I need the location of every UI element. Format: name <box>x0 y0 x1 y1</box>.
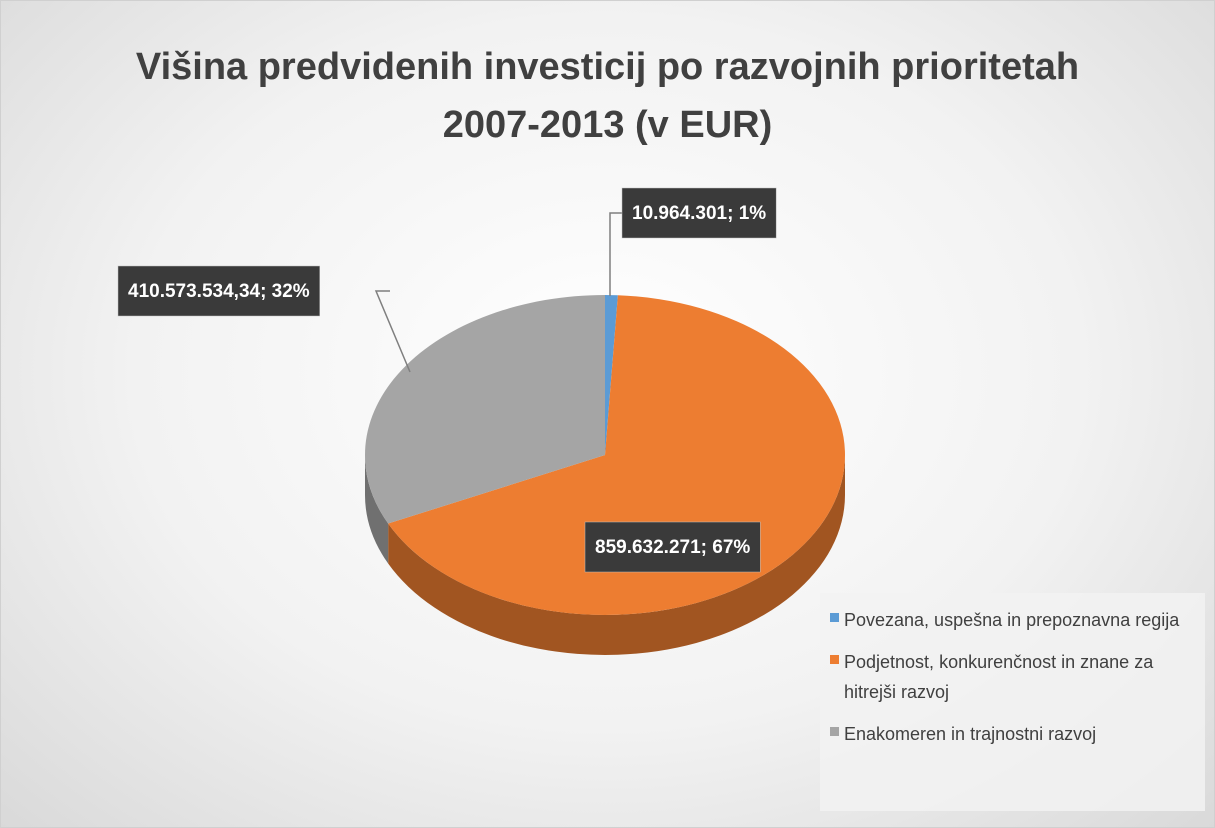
legend-label: Enakomeren in trajnostni razvoj <box>844 724 1097 744</box>
slice <box>364 295 605 524</box>
data-label-box <box>621 187 777 239</box>
legend-entry: Podjetnost, konkurenčnost in znane za hi… <box>830 647 1195 707</box>
data-label-box <box>584 521 761 573</box>
data-label: 410.573.534,34; 32% <box>128 281 310 302</box>
chart-title: Višina predvidenih investicij po razvojn… <box>135 46 1080 146</box>
slice-side <box>365 455 389 564</box>
leader-line <box>374 290 411 373</box>
data-label: 10.964.301; 1% <box>632 203 766 224</box>
title-wrap: Višina predvidenih investicij po razvojn… <box>0 38 1215 154</box>
data-label: 859.632.271; 67% <box>595 537 750 558</box>
legend-label: Povezana, uspešna in prepoznavna regija <box>844 610 1180 630</box>
legend-label: Podjetnost, konkurenčnost in znane za hi… <box>844 652 1154 702</box>
legend-entry: Enakomeren in trajnostni razvoj <box>830 719 1195 749</box>
legend: Povezana, uspešna in prepoznavna regija P… <box>820 593 1205 811</box>
leader-line <box>609 212 622 296</box>
slice <box>605 295 618 455</box>
legend-swatch <box>830 655 839 664</box>
legend-entry: Povezana, uspešna in prepoznavna regija <box>830 605 1195 635</box>
legend-swatch <box>830 613 839 622</box>
data-label-box <box>117 265 320 317</box>
legend-swatch <box>830 727 839 736</box>
slice-side <box>388 455 845 656</box>
